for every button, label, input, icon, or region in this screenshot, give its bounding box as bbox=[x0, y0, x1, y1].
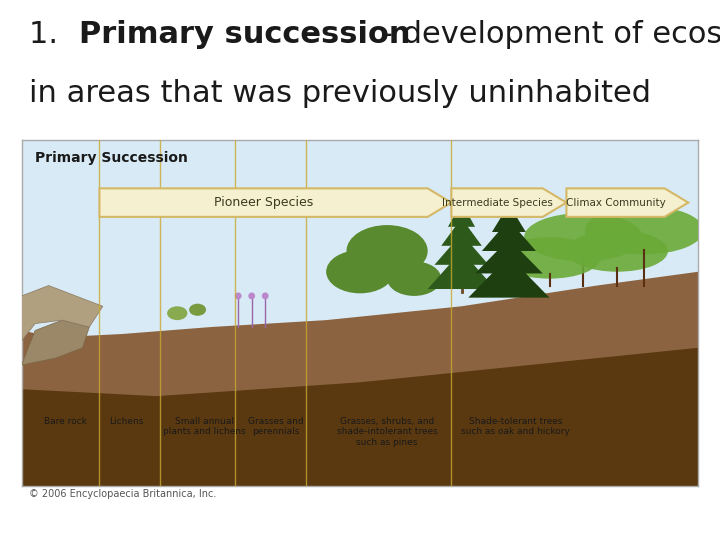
Ellipse shape bbox=[167, 306, 187, 320]
Text: Pioneer Species: Pioneer Species bbox=[214, 196, 313, 209]
Polygon shape bbox=[434, 234, 489, 265]
Ellipse shape bbox=[248, 293, 255, 299]
Polygon shape bbox=[451, 188, 567, 217]
Polygon shape bbox=[475, 239, 543, 273]
Text: Climax Community: Climax Community bbox=[566, 198, 665, 207]
Polygon shape bbox=[22, 320, 89, 365]
Ellipse shape bbox=[499, 237, 600, 279]
Ellipse shape bbox=[235, 293, 241, 299]
Ellipse shape bbox=[326, 250, 394, 293]
Text: Grasses and
perennials: Grasses and perennials bbox=[248, 417, 303, 436]
Text: Primary Succession: Primary Succession bbox=[35, 151, 188, 165]
Polygon shape bbox=[22, 286, 103, 341]
Ellipse shape bbox=[189, 303, 206, 316]
Polygon shape bbox=[441, 218, 482, 246]
Bar bbox=[22, 140, 698, 389]
Polygon shape bbox=[567, 188, 688, 217]
Ellipse shape bbox=[387, 261, 441, 296]
Text: Bare rock: Bare rock bbox=[44, 417, 87, 426]
Text: © 2006 Encyclopaecia Britannica, Inc.: © 2006 Encyclopaecia Britannica, Inc. bbox=[29, 489, 216, 499]
Ellipse shape bbox=[262, 293, 269, 299]
Text: Lichens: Lichens bbox=[109, 417, 144, 426]
Text: Intermediate Species: Intermediate Species bbox=[441, 198, 552, 207]
Polygon shape bbox=[448, 202, 475, 227]
Text: Small annual
plants and lichens: Small annual plants and lichens bbox=[163, 417, 246, 436]
Ellipse shape bbox=[346, 225, 428, 277]
Text: Shade-tolerant trees
such as oak and hickory: Shade-tolerant trees such as oak and hic… bbox=[462, 417, 570, 436]
Polygon shape bbox=[22, 348, 698, 486]
Polygon shape bbox=[468, 256, 549, 298]
Polygon shape bbox=[428, 251, 495, 289]
Text: Primary succession: Primary succession bbox=[79, 19, 410, 49]
Text: in areas that was previously uninhabited: in areas that was previously uninhabited bbox=[29, 79, 651, 108]
Polygon shape bbox=[492, 204, 526, 232]
Text: 1.: 1. bbox=[29, 19, 68, 49]
Text: Grasses, shrubs, and
shade-intolerant trees
such as pines: Grasses, shrubs, and shade-intolerant tr… bbox=[337, 417, 438, 447]
Text: hundreds of years: hundreds of years bbox=[303, 471, 417, 484]
Ellipse shape bbox=[524, 213, 642, 261]
Polygon shape bbox=[99, 188, 451, 217]
Ellipse shape bbox=[567, 230, 668, 272]
Polygon shape bbox=[22, 272, 698, 486]
Ellipse shape bbox=[585, 206, 703, 254]
Polygon shape bbox=[482, 220, 536, 251]
Text: - development of ecosystem: - development of ecosystem bbox=[382, 19, 720, 49]
